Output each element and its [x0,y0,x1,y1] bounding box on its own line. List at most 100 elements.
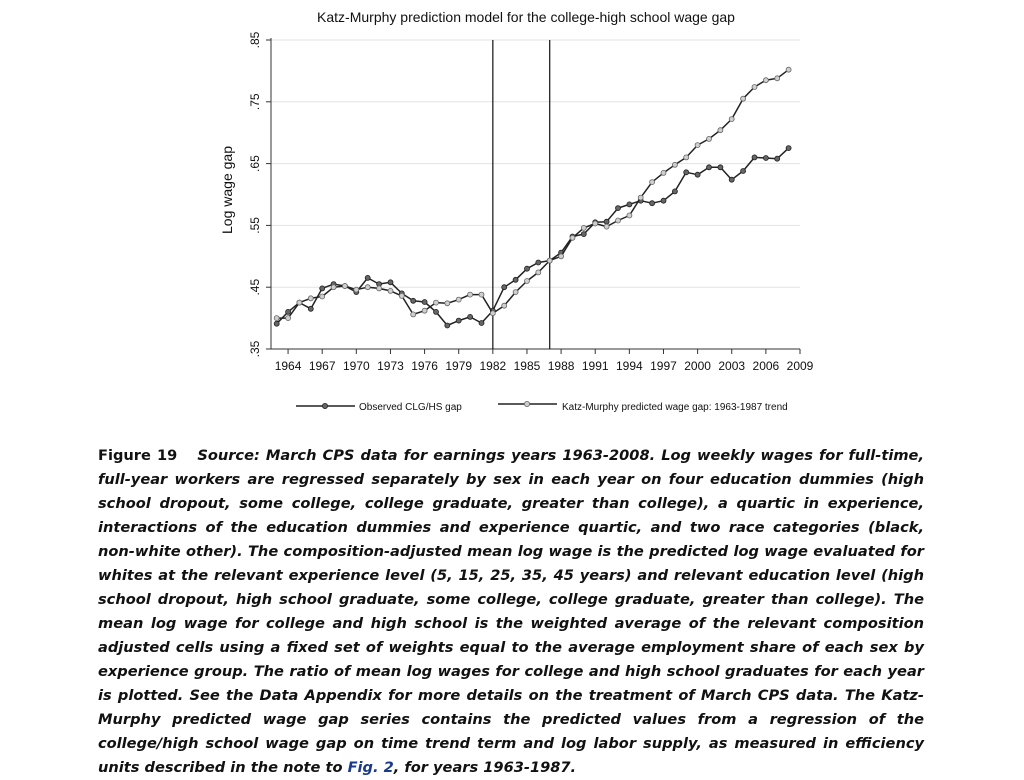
series-point-0 [535,259,542,266]
series-point-0 [672,188,678,195]
series-point-0 [580,231,587,238]
series-point-1 [455,296,462,303]
series-point-1 [660,169,667,176]
series-point-1 [580,224,587,231]
series-point-0 [410,297,417,304]
series-point-1 [330,284,337,291]
series-point-0 [683,169,690,176]
tick-labels: .35 .45 .55 .65 .75 .85 1964 1967 1970 1973 1976 19… [248,31,814,373]
series-point-1 [444,300,451,307]
series-point-1 [489,310,496,317]
y-axis-label: Log wage gap [219,146,235,234]
series-point-1 [353,286,360,293]
series-point-0 [501,284,508,291]
series-point-0 [774,155,781,162]
legend-label-observed: Observed CLG/HS gap [359,402,462,413]
series-point-1 [273,315,280,322]
series-point-0 [751,154,758,161]
series-point-1 [478,291,485,298]
legend: Observed CLG/HS gap Katz-Murphy predicte… [296,400,788,413]
series-point-1 [364,284,371,291]
series-point-0 [512,276,519,283]
figure-caption: Figure 19 Source: March CPS data for ear… [98,444,924,780]
x-tick-label: 1985 [514,359,541,373]
series-point-1 [410,311,417,318]
series-point-0 [273,320,280,327]
series-point-1 [319,293,326,300]
series-point-1 [785,66,792,73]
legend-label-predicted: Katz-Murphy predicted wage gap: 1963-198… [562,402,788,413]
y-tick-label: .45 [248,279,262,296]
series-point-0 [785,145,792,152]
series-point-0 [694,171,701,178]
x-tick-label: 2000 [684,359,711,373]
series-point-0 [455,317,462,324]
series-point-1 [376,285,383,292]
series-point-1 [751,84,758,90]
series-point-1 [774,75,781,82]
series-point-1 [285,315,292,322]
series-point-1 [683,154,690,161]
series-point-1 [501,302,508,309]
series-point-0 [285,308,292,315]
series-point-0 [626,201,633,208]
series-point-1 [569,234,576,241]
series-point-0 [364,274,371,281]
series-point-0 [660,197,667,204]
series-point-1 [740,95,746,102]
series-point-1 [706,135,712,142]
series [273,66,792,329]
series-point-1 [615,217,621,224]
x-tick-label: 1973 [377,359,404,373]
series-point-1 [421,307,428,314]
x-tick-label: 1970 [343,359,370,373]
caption-text: Source: March CPS data for earnings year… [98,447,924,776]
x-tick-label: 1991 [582,359,609,373]
axes [266,38,801,354]
series-point-0 [421,299,428,305]
series-point-1 [626,212,633,219]
series-point-0 [717,164,724,171]
series-point-1 [728,116,735,122]
series-line-0 [276,147,790,327]
y-tick-label: .65 [248,155,262,172]
x-tick-label: 1979 [445,359,472,373]
series-point-1 [592,220,599,227]
series-point-1 [558,253,564,260]
x-tick-label: 1982 [479,359,506,373]
chart-title: Katz-Murphy prediction model for the col… [317,9,735,25]
series-point-0 [740,168,746,174]
series-point-1 [524,278,530,284]
y-tick-label: .85 [248,31,262,48]
x-tick-label: 2009 [787,359,814,373]
series-point-1 [649,179,655,186]
y-tick-label: .35 [248,340,262,357]
x-tick-label: 2006 [753,359,780,373]
series-point-0 [444,322,451,329]
series-line-1 [276,69,790,319]
x-tick-label: 2003 [718,359,745,373]
grid [271,39,800,350]
series-point-0 [387,279,394,286]
x-tick-label: 1997 [650,359,677,373]
series-point-1 [387,287,394,294]
x-tick-label: 1967 [309,359,336,373]
series-point-1 [296,299,303,306]
series-point-0 [763,155,769,161]
chart: Katz-Murphy prediction model for the col… [219,9,814,413]
series-point-1 [398,292,405,299]
series-point-0 [433,308,439,315]
series-point-1 [546,257,553,264]
y-tick-label: .55 [248,217,262,234]
series-point-0 [706,164,712,171]
x-tick-label: 1994 [616,359,643,373]
series-point-1 [535,269,542,276]
series-point-0 [603,218,610,225]
legend-marker-predicted [524,400,531,407]
series-point-1 [672,161,678,168]
series-point-0 [524,265,530,272]
series-point-1 [603,223,610,230]
series-point-0 [615,205,621,212]
legend-marker-observed [321,402,328,409]
series-point-1 [717,127,724,134]
